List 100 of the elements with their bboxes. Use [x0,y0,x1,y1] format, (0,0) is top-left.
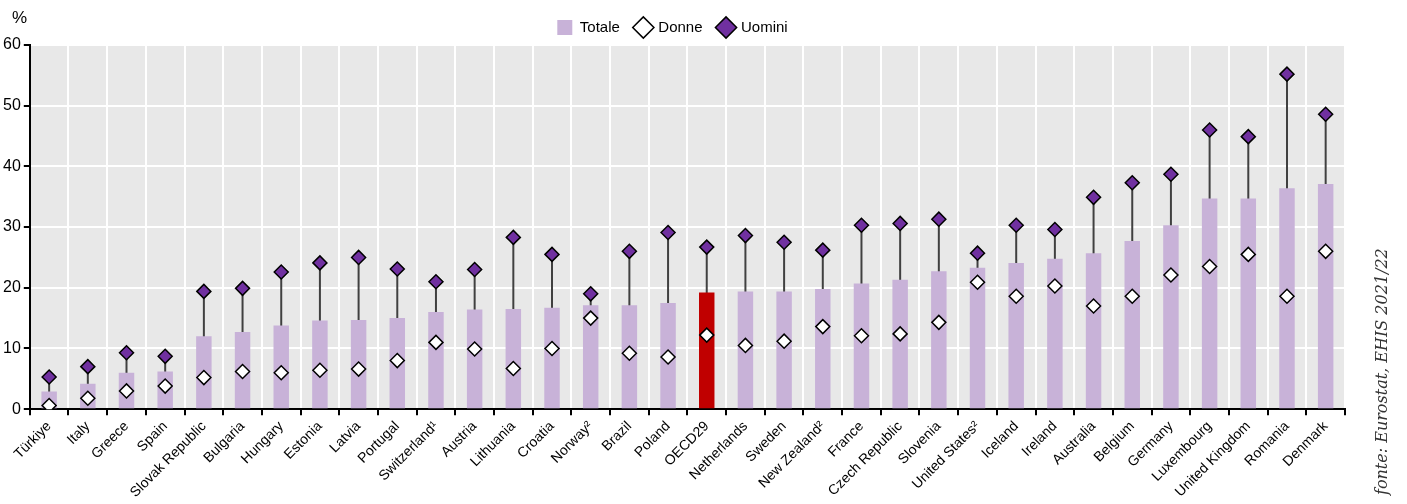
point [157,348,173,365]
point [1047,221,1063,238]
point [892,326,908,342]
legend-label: Uomini [741,17,788,35]
point [1201,258,1218,275]
point [1124,175,1140,191]
point [428,273,444,290]
bar [1008,262,1024,409]
point [1008,288,1024,305]
point [1085,189,1102,206]
bar [1279,188,1295,409]
point [80,358,96,375]
point [1279,66,1295,82]
bar [853,283,870,409]
bar [815,288,831,409]
point [815,318,831,335]
point [350,361,367,377]
point [234,363,251,380]
point [1201,122,1218,138]
bar [544,307,560,409]
point [1163,267,1179,283]
bar [273,325,289,409]
point [1317,243,1334,260]
point [737,337,754,354]
bar [1124,241,1140,409]
bar [1163,225,1179,409]
bar [621,305,638,409]
point [196,369,212,386]
point [428,334,444,351]
point [1240,128,1257,145]
point [1008,217,1024,233]
point [389,352,406,369]
bar [1317,183,1334,409]
legend-label: Totale [579,17,620,35]
point [1317,106,1334,122]
bar [776,291,792,409]
point [737,227,754,244]
bar [582,305,599,409]
x-tick-label: Italy [63,417,93,448]
bar [505,309,522,409]
point [698,327,715,343]
point [1085,298,1102,314]
y-tick-label: 10 [3,338,21,356]
bar [931,271,947,409]
point [466,341,483,357]
point [118,383,135,399]
bar [1047,258,1063,409]
bar [1085,253,1102,409]
bar [660,302,676,409]
y-tick-label: 60 [3,35,21,53]
point [892,215,908,232]
point [1163,166,1179,183]
point [776,234,792,250]
point [853,327,870,344]
point [312,255,328,271]
point [1124,288,1140,305]
point [505,229,522,246]
point [776,333,792,349]
point [931,314,947,331]
point [350,249,367,266]
y-tick-label: 20 [3,278,21,296]
point [969,245,986,261]
bar [737,291,754,409]
point [969,274,986,291]
y-tick-label: 30 [3,217,21,235]
point [621,345,638,362]
bar [466,309,483,409]
point [505,360,522,377]
bar [428,312,444,409]
point [544,246,560,263]
y-tick-label: 40 [3,156,21,174]
point [389,261,406,277]
point [698,239,715,255]
point [853,217,870,233]
point [660,224,676,241]
point [41,369,57,385]
bar [350,319,367,409]
point [582,286,599,302]
bar [312,320,328,409]
point [815,242,831,258]
point [582,310,599,326]
point [621,243,638,260]
point [312,362,328,379]
point [273,364,289,381]
bar [1201,198,1218,409]
point [157,378,173,394]
point [544,340,560,357]
point [1279,288,1295,305]
point [234,280,251,297]
point [196,283,212,300]
y-tick-label: 50 [3,96,21,114]
point [1047,278,1063,294]
point [41,397,57,410]
bar [1240,198,1257,409]
bar [892,279,908,409]
source-note: fonte: Eurostat, EHIS 2021/22 [1372,248,1391,495]
point [466,261,483,278]
point [660,349,676,365]
point [80,390,96,406]
y-tick-label: 0 [11,399,21,417]
